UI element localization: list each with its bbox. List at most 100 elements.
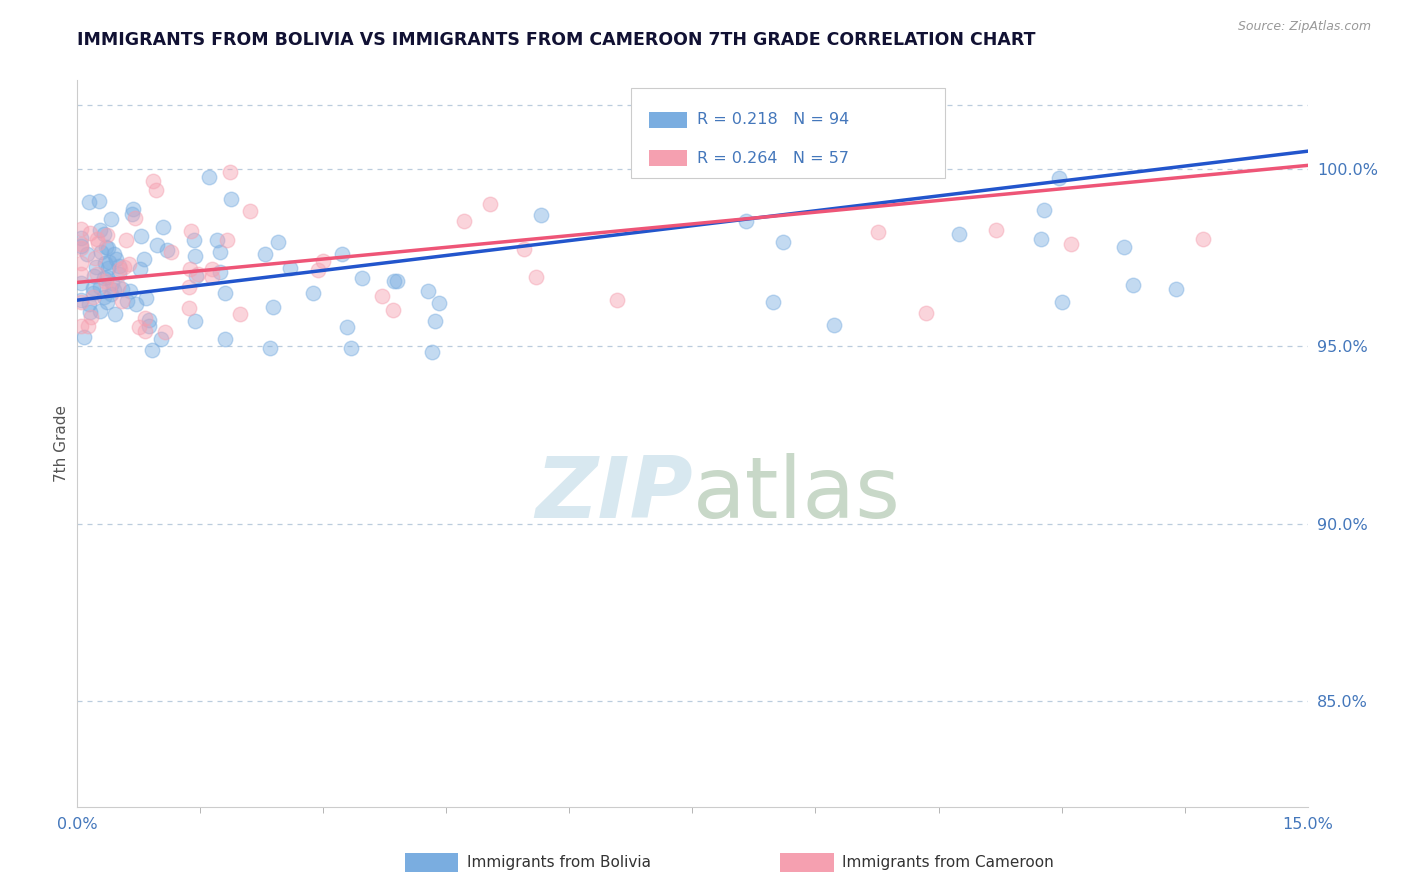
Point [1032, 202, 1054, 217]
Text: Source: ZipAtlas.com: Source: ZipAtlas.com [1237, 20, 1371, 33]
Point [823, 318, 845, 332]
Point [77, 194, 100, 209]
Point [1029, 232, 1052, 246]
Point [87, 235, 110, 250]
Point [866, 225, 889, 239]
Point [145, 183, 167, 197]
Point [87, 194, 110, 208]
Point [111, 294, 134, 309]
Point [90, 244, 112, 259]
Point [73, 329, 96, 343]
Point [214, 285, 236, 300]
Point [156, 243, 179, 257]
Point [107, 278, 129, 293]
Point [350, 271, 373, 285]
Point [100, 212, 122, 227]
Point [184, 314, 207, 328]
Point [70, 294, 93, 309]
FancyBboxPatch shape [631, 87, 945, 178]
Point [104, 307, 127, 321]
Text: R = 0.218   N = 94: R = 0.218 N = 94 [697, 112, 849, 127]
Point [79, 305, 101, 319]
Point [111, 282, 134, 296]
Point [94, 240, 117, 254]
Point [205, 233, 228, 247]
Point [420, 344, 443, 359]
Point [150, 332, 173, 346]
Point [153, 326, 176, 340]
Point [82, 286, 104, 301]
Point [70, 241, 93, 255]
Point [371, 289, 394, 303]
Point [307, 263, 329, 277]
Point [948, 227, 970, 241]
Point [336, 320, 359, 334]
Point [385, 274, 408, 288]
Point [179, 262, 201, 277]
Point [132, 252, 155, 266]
Point [84, 260, 107, 275]
Point [198, 169, 221, 184]
Point [772, 235, 794, 249]
Point [423, 314, 446, 328]
Point [105, 252, 128, 266]
Point [513, 242, 536, 256]
Point [915, 305, 938, 319]
Point [138, 319, 160, 334]
Point [418, 284, 440, 298]
Point [83, 251, 105, 265]
Point [208, 244, 231, 259]
Point [70, 293, 93, 308]
Point [1122, 277, 1144, 292]
Point [1164, 282, 1187, 296]
Point [96, 227, 118, 242]
Point [128, 319, 150, 334]
Point [214, 332, 236, 346]
Point [118, 284, 141, 298]
Text: Immigrants from Cameroon: Immigrants from Cameroon [842, 855, 1054, 870]
Point [114, 233, 136, 247]
Point [267, 235, 290, 249]
Point [93, 256, 115, 270]
Point [141, 343, 163, 357]
Point [108, 267, 131, 281]
Point [96, 295, 118, 310]
Y-axis label: 7th Grade: 7th Grade [53, 405, 69, 483]
Point [142, 174, 165, 188]
Point [259, 341, 281, 355]
Point [986, 223, 1008, 237]
Point [103, 283, 125, 297]
Point [228, 307, 250, 321]
Point [93, 274, 115, 288]
Point [200, 261, 222, 276]
Point [100, 287, 122, 301]
Point [93, 227, 115, 241]
Point [70, 277, 93, 291]
Point [180, 224, 202, 238]
Text: ZIP: ZIP [534, 453, 693, 536]
Point [83, 268, 105, 283]
Point [89, 223, 111, 237]
Point [70, 231, 93, 245]
Point [112, 260, 135, 275]
Point [93, 271, 115, 285]
Point [70, 222, 93, 236]
Point [280, 260, 302, 275]
Text: Immigrants from Bolivia: Immigrants from Bolivia [467, 855, 651, 870]
Point [152, 220, 174, 235]
Point [218, 164, 240, 178]
Point [70, 319, 93, 334]
Point [453, 213, 475, 227]
Text: R = 0.264   N = 57: R = 0.264 N = 57 [697, 151, 849, 166]
Point [89, 304, 111, 318]
Point [115, 293, 138, 308]
FancyBboxPatch shape [650, 112, 688, 128]
Point [96, 270, 118, 285]
Point [124, 211, 146, 225]
Point [76, 247, 98, 261]
Point [82, 281, 104, 295]
Point [177, 301, 200, 316]
Point [70, 239, 93, 253]
Point [89, 280, 111, 294]
Point [606, 293, 628, 308]
